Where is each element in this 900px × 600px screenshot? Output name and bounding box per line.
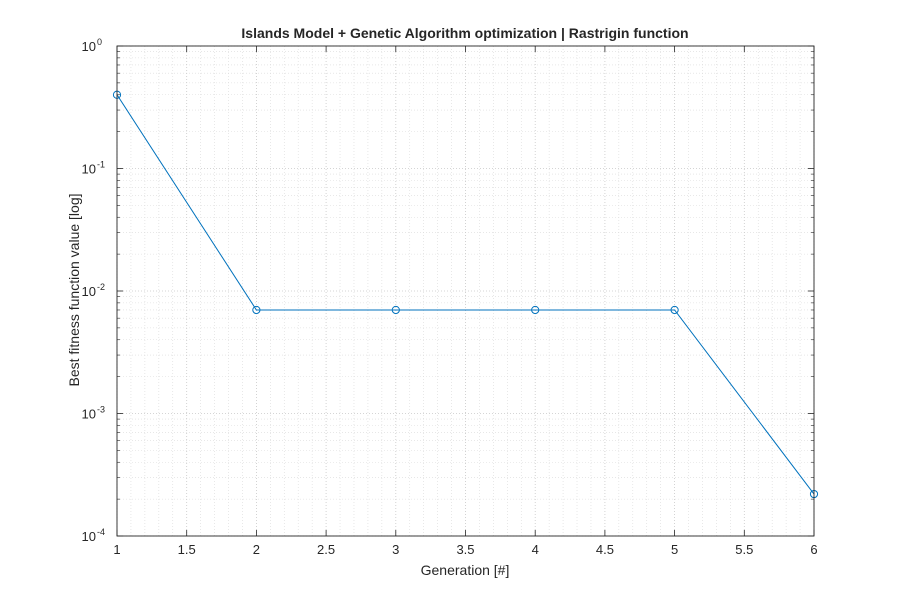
y-tick-label: 10 — [82, 407, 96, 422]
grid-lines — [116, 45, 815, 537]
x-tick-label: 1.5 — [178, 542, 196, 557]
x-tick-label: 5 — [671, 542, 678, 557]
axes — [116, 45, 815, 537]
y-tick-exponent: -2 — [97, 282, 105, 292]
axes-box — [116, 45, 815, 537]
chart-title: Islands Model + Genetic Algorithm optimi… — [241, 25, 688, 41]
data-point-marker — [391, 305, 400, 315]
x-tick-label: 4 — [532, 542, 539, 557]
x-tick-label: 6 — [810, 542, 817, 557]
series-line — [116, 94, 815, 495]
y-tick-exponent: -4 — [97, 527, 105, 537]
x-tick-label: 1 — [113, 542, 120, 557]
y-tick-label: 10 — [82, 529, 96, 544]
x-axis-label: Generation [#] — [421, 562, 510, 578]
y-tick-exponent: 0 — [97, 37, 102, 47]
y-tick-exponent: -1 — [97, 160, 105, 170]
x-tick-label: 3.5 — [456, 542, 474, 557]
data-point-marker — [670, 305, 679, 315]
x-tick-label: 2 — [253, 542, 260, 557]
y-tick-label: 10 — [82, 284, 96, 299]
data-point-marker — [252, 305, 261, 315]
x-tick-label: 5.5 — [735, 542, 753, 557]
x-tick-label: 3 — [392, 542, 399, 557]
x-tick-label: 2.5 — [317, 542, 335, 557]
x-tick-label: 4.5 — [596, 542, 614, 557]
y-tick-exponent: -3 — [97, 405, 105, 415]
y-tick-label: 10 — [82, 39, 96, 54]
data-point-marker — [531, 305, 540, 315]
data-series — [112, 90, 819, 499]
y-tick-label: 10 — [82, 162, 96, 177]
y-axis-label: Best fitness function value [log] — [66, 194, 82, 387]
